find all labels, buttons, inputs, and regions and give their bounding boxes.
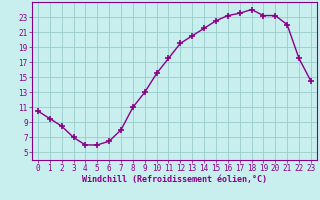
X-axis label: Windchill (Refroidissement éolien,°C): Windchill (Refroidissement éolien,°C) xyxy=(82,175,267,184)
